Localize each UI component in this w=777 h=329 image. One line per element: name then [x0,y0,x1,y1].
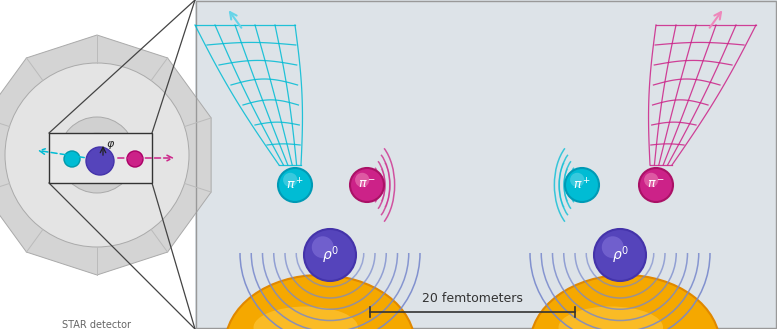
Polygon shape [195,0,777,329]
Text: $\rho^0$: $\rho^0$ [611,244,629,266]
Circle shape [602,236,624,258]
Polygon shape [0,0,195,329]
Text: $\rho^0$: $\rho^0$ [322,244,339,266]
Circle shape [565,168,599,202]
Circle shape [5,63,189,247]
Circle shape [355,173,369,187]
Circle shape [312,236,333,258]
Text: $\pi^-$: $\pi^-$ [358,179,376,191]
Ellipse shape [559,307,663,329]
Text: 20 femtometers: 20 femtometers [422,292,523,305]
Ellipse shape [225,275,415,329]
Circle shape [644,173,658,187]
Circle shape [86,147,114,175]
Circle shape [127,151,143,167]
Circle shape [75,133,119,177]
Polygon shape [49,133,152,183]
Text: $\pi^-$: $\pi^-$ [647,179,665,191]
Circle shape [64,151,80,167]
Text: $\varphi$: $\varphi$ [106,139,115,151]
Circle shape [304,229,356,281]
Circle shape [59,117,135,193]
Circle shape [350,168,384,202]
Text: $\pi^+$: $\pi^+$ [573,177,591,193]
Circle shape [278,168,312,202]
Polygon shape [0,35,211,275]
Ellipse shape [530,275,720,329]
Text: STAR detector: STAR detector [62,320,131,329]
Ellipse shape [253,307,358,329]
Circle shape [639,168,673,202]
Circle shape [283,173,298,187]
Text: $\pi^+$: $\pi^+$ [286,177,304,193]
Circle shape [570,173,584,187]
Circle shape [594,229,646,281]
